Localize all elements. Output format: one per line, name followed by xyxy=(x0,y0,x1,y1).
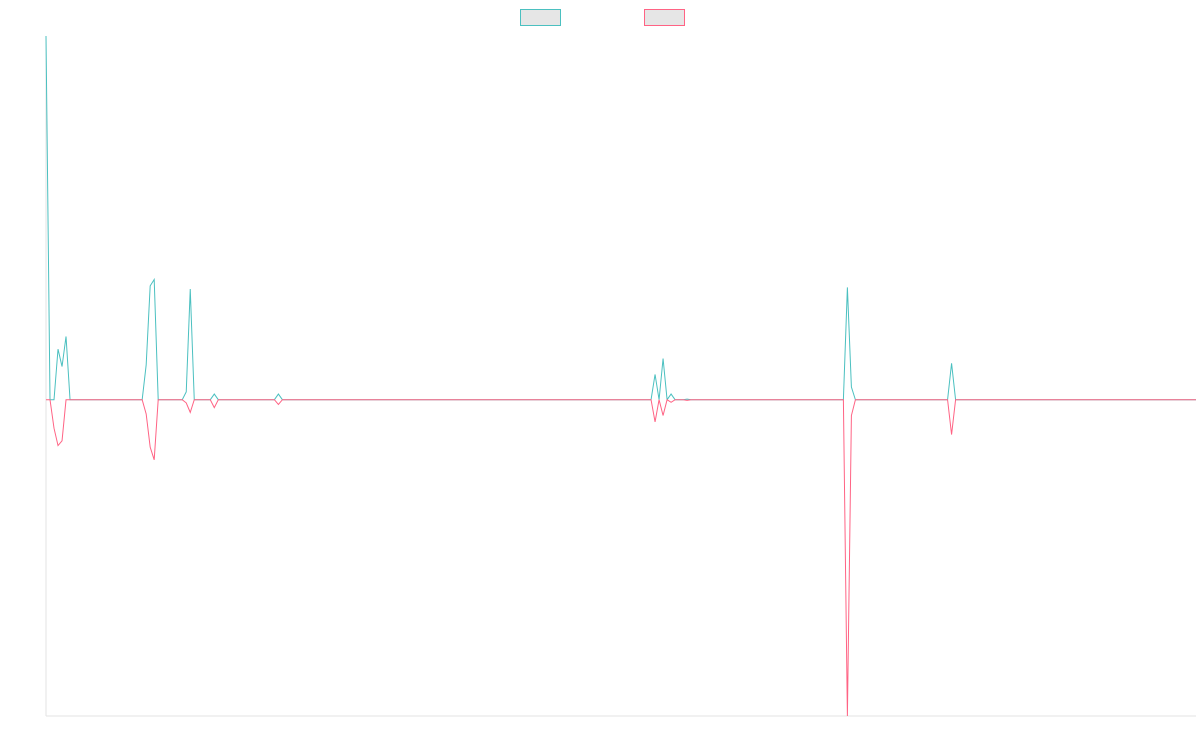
series-layer xyxy=(45,35,1196,717)
axes xyxy=(45,36,1196,717)
legend-swatch-1 xyxy=(520,9,561,26)
legend-swatch-2 xyxy=(644,9,685,26)
series-line-1 xyxy=(45,35,1196,402)
series-line-2 xyxy=(46,398,1196,717)
legend xyxy=(520,9,685,26)
